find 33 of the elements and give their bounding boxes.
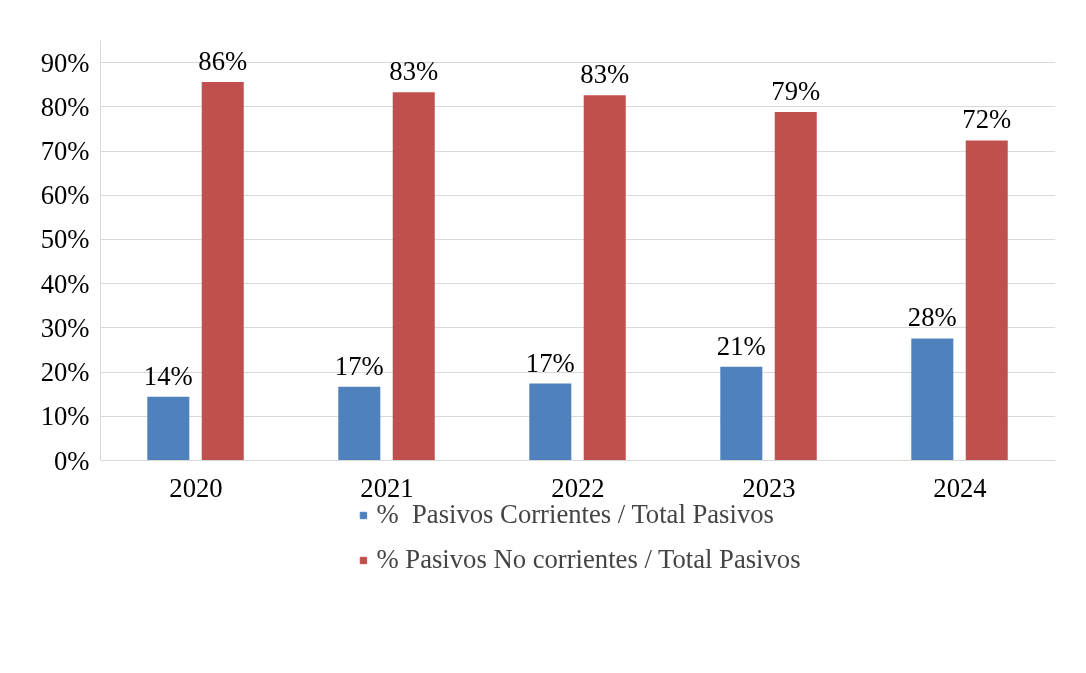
x-tick-label: 2020: [169, 472, 223, 503]
bar: [583, 95, 626, 461]
bar: [338, 386, 381, 461]
y-tick-label: 30%: [40, 312, 90, 343]
data-label: 28%: [907, 302, 957, 333]
data-label: 17%: [334, 350, 384, 381]
y-tick-label: 0%: [53, 445, 90, 476]
y-tick-label: 90%: [40, 47, 90, 78]
bar: [720, 366, 763, 461]
data-label: 83%: [389, 56, 439, 87]
data-label: 83%: [580, 59, 630, 90]
legend-label: % Pasivos No corrientes / Total Pasivos: [376, 544, 801, 575]
bar: [147, 396, 190, 461]
data-label: 86%: [198, 46, 248, 77]
bar: [911, 338, 954, 461]
data-label: 72%: [962, 104, 1012, 135]
bar: [965, 140, 1008, 461]
bar: [392, 92, 435, 461]
data-label: 21%: [716, 330, 766, 361]
bar: [529, 383, 572, 461]
bar: [774, 112, 817, 461]
y-tick-label: 60%: [40, 180, 90, 211]
y-tick-label: 50%: [40, 224, 90, 255]
y-tick-label: 10%: [40, 401, 90, 432]
data-label: 14%: [143, 360, 193, 391]
x-tick-label: 2024: [933, 472, 987, 503]
y-tick-label: 80%: [40, 91, 90, 122]
data-label: 17%: [525, 347, 575, 378]
y-tick-label: 70%: [40, 136, 90, 167]
bar: [201, 82, 244, 461]
y-tick-label: 40%: [40, 268, 90, 299]
data-label: 79%: [771, 76, 821, 107]
y-tick-label: 20%: [40, 357, 90, 388]
